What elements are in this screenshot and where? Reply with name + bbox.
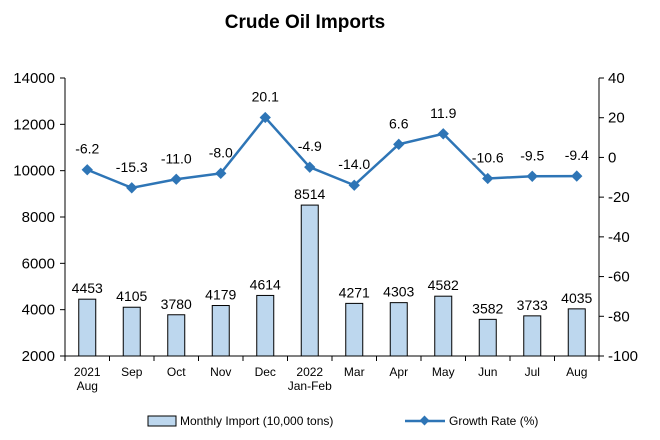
category-label: 2021 <box>74 365 101 379</box>
category-label: Aug <box>77 379 98 393</box>
bar-11 <box>567 308 586 357</box>
category-label: Jul <box>525 365 540 379</box>
growth-value-label: -6.2 <box>75 141 99 157</box>
line-group <box>81 111 583 194</box>
bar-8 <box>434 295 453 357</box>
bar-10 <box>523 315 542 357</box>
category-label: Nov <box>210 365 231 379</box>
growth-marker-7 <box>393 138 405 150</box>
category-label: 2022 <box>296 365 323 379</box>
left-tick-label: 2000 <box>22 348 55 365</box>
chart-title: Crude Oil Imports <box>225 12 385 33</box>
growth-value-label: 20.1 <box>252 89 279 105</box>
bar-value-label: 4271 <box>339 284 370 300</box>
bar-value-label: 3582 <box>472 300 503 316</box>
legend-line-marker <box>419 415 430 426</box>
bar-value-label: 4303 <box>383 284 414 300</box>
right-tick-label: 0 <box>608 149 616 166</box>
bar-7 <box>389 302 408 357</box>
left-tick-label: 4000 <box>22 302 55 319</box>
category-label: Jan-Feb <box>288 379 332 393</box>
growth-rate-line <box>86 115 577 190</box>
right-tick-label: 40 <box>608 70 625 87</box>
right-tick-label: -60 <box>608 269 630 286</box>
growth-value-label: 6.6 <box>389 115 409 131</box>
growth-value-label: -9.4 <box>565 147 589 163</box>
legend-bar-swatch <box>147 415 177 427</box>
right-tick-label: -40 <box>608 229 630 246</box>
growth-marker-0 <box>81 164 93 176</box>
category-label: May <box>432 365 455 379</box>
growth-value-label: -10.6 <box>472 149 504 165</box>
bar-9 <box>478 318 497 357</box>
right-tick-label: -80 <box>608 308 630 325</box>
growth-value-label: -4.9 <box>298 138 322 154</box>
growth-value-label: -11.0 <box>161 150 192 166</box>
left-tick-label: 10000 <box>13 163 55 180</box>
bar-value-label: 4035 <box>561 290 592 306</box>
bar-value-label: 4453 <box>72 280 103 296</box>
left-tick-label: 6000 <box>22 255 55 272</box>
growth-marker-1 <box>126 182 138 194</box>
growth-value-label: 11.9 <box>430 105 456 121</box>
bar-3 <box>211 305 230 357</box>
bar-value-label: 8514 <box>294 186 325 202</box>
category-label: Sep <box>121 365 143 379</box>
growth-marker-8 <box>437 128 449 140</box>
data-labels-group: 4453 4105 3780 4179 4614 8514 4271 4303 4582 3582… <box>72 89 593 317</box>
bar-value-label: 3780 <box>161 296 192 312</box>
growth-marker-5 <box>304 161 316 173</box>
growth-marker-9 <box>482 172 494 185</box>
right-tick-label: -20 <box>608 189 630 206</box>
category-label: Aug <box>566 365 587 379</box>
growth-marker-2 <box>170 173 182 185</box>
growth-marker-6 <box>348 179 360 191</box>
bar-4 <box>256 294 275 357</box>
category-label: Apr <box>389 365 408 379</box>
category-label: Dec <box>255 365 276 379</box>
bar-value-label: 4105 <box>116 288 147 304</box>
left-tick-label: 8000 <box>22 209 55 226</box>
growth-marker-11 <box>571 170 583 182</box>
growth-value-label: -9.5 <box>520 147 544 163</box>
growth-value-label: -8.0 <box>209 144 233 160</box>
growth-value-label: -15.3 <box>116 159 148 175</box>
bar-value-label: 3733 <box>517 297 548 313</box>
bar-5 <box>300 204 319 357</box>
bar-1 <box>122 306 141 357</box>
bar-6 <box>345 302 364 357</box>
bar-value-label: 4614 <box>250 276 281 292</box>
legend: Monthly Import (10,000 tons) Growth Rate … <box>147 414 538 428</box>
left-tick-label: 12000 <box>13 116 55 133</box>
bar-0 <box>78 298 97 357</box>
category-label: Oct <box>167 365 186 379</box>
axes-group: 2000 4000 6000 8000 10000 12000 14000 -100 -80 -6… <box>13 70 638 365</box>
bar-value-label: 4179 <box>205 287 236 303</box>
bar-value-label: 4582 <box>428 277 459 293</box>
legend-line-label: Growth Rate (%) <box>449 414 538 428</box>
legend-bar-label: Monthly Import (10,000 tons) <box>180 414 333 428</box>
right-tick-label: -100 <box>608 348 638 365</box>
growth-marker-10 <box>526 170 538 182</box>
category-label: Mar <box>344 365 365 379</box>
bar-2 <box>167 314 186 357</box>
growth-marker-3 <box>215 167 227 179</box>
growth-value-label: -14.0 <box>338 156 370 172</box>
category-label: Jun <box>478 365 497 379</box>
bars-group <box>78 204 586 357</box>
right-tick-label: 20 <box>608 110 625 127</box>
left-tick-label: 14000 <box>13 70 55 87</box>
